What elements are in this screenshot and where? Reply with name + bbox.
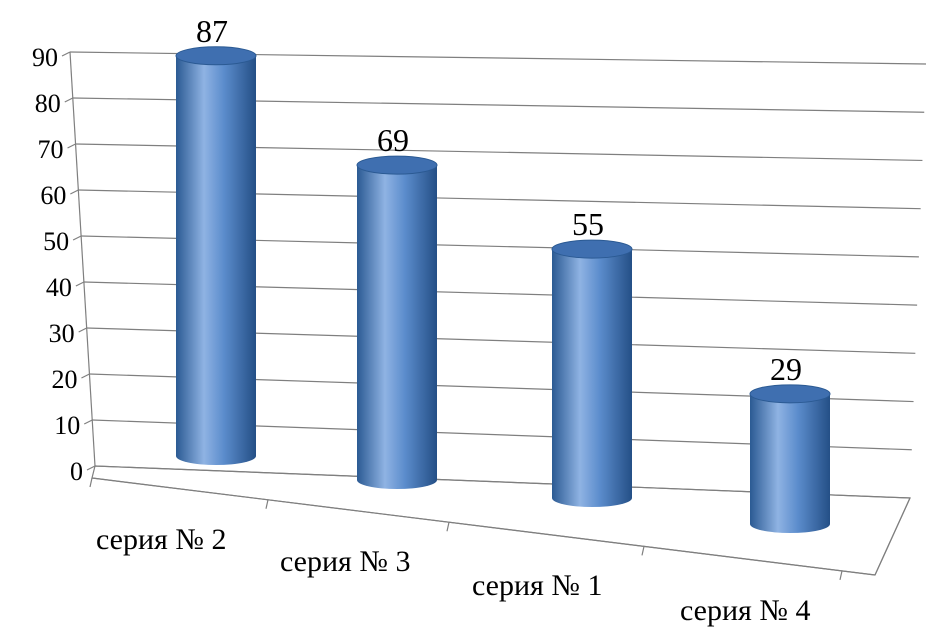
y-tick-mark <box>72 235 82 241</box>
x-tick-mark <box>839 570 843 581</box>
x-axis-line <box>91 477 876 576</box>
data-labels: 87 69 55 29 <box>196 13 802 387</box>
x-category-label-4: серия № 4 <box>680 594 810 627</box>
bars <box>175 46 831 533</box>
bar-top <box>356 155 438 175</box>
y-tick-label-90: 90 <box>32 43 58 72</box>
y-tick-mark <box>83 419 93 425</box>
x-axis-category-labels: серия № 2 серия № 3 серия № 1 серия № 4 <box>96 523 810 627</box>
bar-body <box>750 393 830 533</box>
x-tick-mark <box>265 499 269 509</box>
y-tick-label-30: 30 <box>49 319 75 348</box>
y-tick-label-70: 70 <box>38 135 64 164</box>
bar-top <box>551 239 633 259</box>
bar-2 <box>356 155 438 489</box>
y-tick-mark <box>75 281 85 287</box>
floor-right-edge <box>874 497 911 576</box>
data-label-4: 29 <box>770 351 802 387</box>
bar-body <box>552 249 632 507</box>
bar-body <box>176 55 256 466</box>
y-tick-label-0: 0 <box>70 457 83 486</box>
y-tick-label-60: 60 <box>40 181 66 210</box>
data-label-3: 55 <box>572 206 604 242</box>
data-label-2: 69 <box>377 122 409 158</box>
data-label-1: 87 <box>196 13 228 49</box>
y-tick-mark <box>70 189 79 195</box>
bar-3 <box>551 239 633 507</box>
y-tick-mark <box>81 373 90 379</box>
y-axis-line <box>69 51 96 467</box>
y-tick-mark <box>67 143 76 149</box>
x-category-label-1: серия № 2 <box>96 523 226 556</box>
y-tick-label-50: 50 <box>43 227 69 256</box>
x-tick-mark <box>89 477 93 488</box>
bar-top <box>749 384 831 404</box>
y-tick-mark <box>61 51 71 57</box>
y-axis-tick-labels: 0 10 20 30 40 50 60 70 80 90 <box>32 43 83 486</box>
y-tick-label-10: 10 <box>54 411 80 440</box>
bar-4 <box>749 384 831 533</box>
y-tick-label-20: 20 <box>51 365 77 394</box>
y-tick-mark <box>78 327 87 333</box>
x-category-label-2: серия № 3 <box>280 545 410 578</box>
y-tick-label-40: 40 <box>46 273 72 302</box>
y-tick-label-80: 80 <box>35 89 61 118</box>
x-tick-mark <box>641 546 645 556</box>
axes <box>69 51 876 581</box>
bar-body <box>357 165 437 489</box>
x-tick-mark <box>446 522 450 532</box>
x-category-label-3: серия № 1 <box>472 569 602 602</box>
y-tick-mark <box>64 97 74 103</box>
bar-top <box>175 46 257 66</box>
bar-1 <box>175 46 257 466</box>
y-tick-mark <box>86 465 96 471</box>
